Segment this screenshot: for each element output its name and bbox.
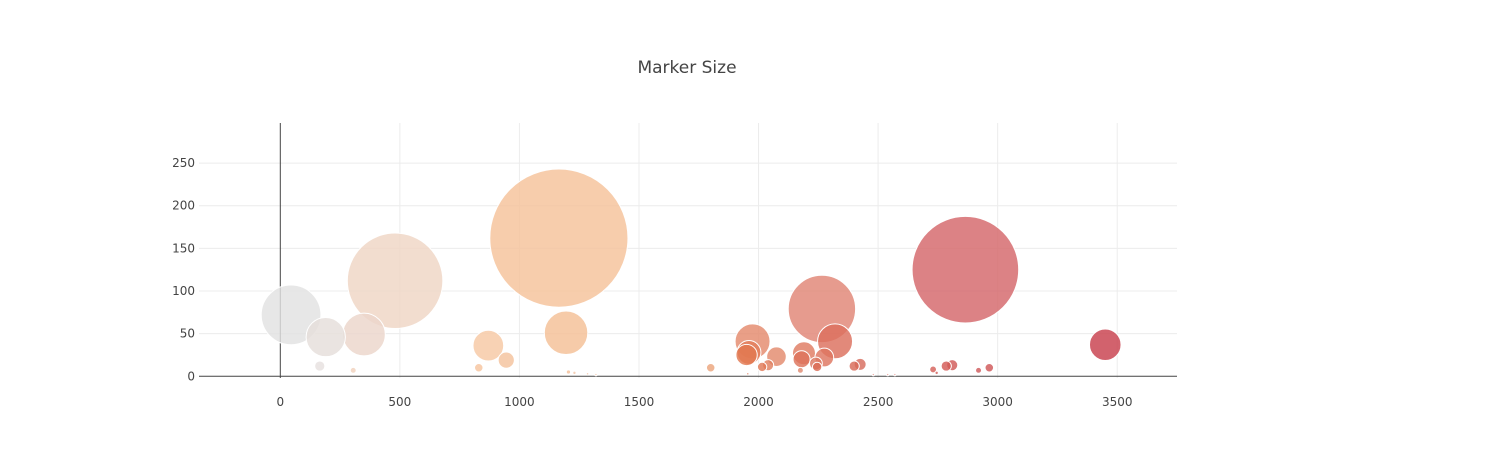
bubble-point[interactable]	[975, 366, 983, 374]
bubble-point[interactable]	[792, 350, 811, 369]
y-tick-label: 200	[172, 199, 195, 213]
bubble-point[interactable]	[893, 372, 897, 377]
bubble-point[interactable]	[911, 215, 1020, 324]
bubble-point[interactable]	[349, 366, 357, 374]
x-tick-label: 2000	[743, 395, 774, 409]
bubble-point[interactable]	[735, 343, 758, 367]
bubble-point[interactable]	[565, 369, 572, 375]
y-tick-label: 250	[172, 156, 195, 170]
bubble-layer	[260, 168, 1122, 377]
y-tick-label: 0	[187, 369, 195, 383]
tick-labels: 0 500 1000 1500 2000 2500 3000 3500 0 50 100 150 200…	[172, 156, 1132, 409]
x-tick-label: 0	[276, 395, 284, 409]
bubble-point[interactable]	[929, 365, 938, 374]
bubble-point[interactable]	[594, 372, 598, 377]
bubble-point[interactable]	[260, 284, 322, 346]
x-tick-label: 3000	[982, 395, 1013, 409]
y-tick-label: 100	[172, 284, 195, 298]
bubble-point[interactable]	[885, 372, 890, 377]
x-tick-label: 3500	[1102, 395, 1133, 409]
bubble-point[interactable]	[474, 363, 484, 373]
bubble-point[interactable]	[585, 371, 590, 376]
bubble-point[interactable]	[934, 370, 939, 376]
bubble-point[interactable]	[497, 351, 515, 369]
bubble-point[interactable]	[305, 316, 346, 358]
bubble-point[interactable]	[940, 360, 952, 372]
bubble-point[interactable]	[472, 329, 505, 362]
x-tick-label: 500	[388, 395, 411, 409]
bubble-point[interactable]	[871, 372, 876, 377]
x-tick-label: 2500	[863, 395, 894, 409]
bubble-point[interactable]	[746, 371, 750, 376]
x-tick-label: 1500	[624, 395, 655, 409]
bubble-point[interactable]	[342, 312, 386, 357]
bubble-point[interactable]	[811, 361, 823, 373]
bubble-point[interactable]	[314, 360, 326, 372]
x-tick-label: 1000	[504, 395, 535, 409]
bubble-point[interactable]	[848, 360, 860, 372]
bubble-point[interactable]	[489, 168, 629, 308]
bubble-point[interactable]	[1088, 328, 1122, 362]
bubble-point[interactable]	[756, 361, 768, 373]
bubble-point[interactable]	[796, 366, 804, 374]
y-tick-label: 50	[180, 327, 195, 341]
bubble-point[interactable]	[572, 370, 577, 376]
chart-title: Marker Size	[637, 58, 736, 78]
bubble-point[interactable]	[705, 363, 716, 373]
bubble-point[interactable]	[346, 232, 444, 330]
bubble-point[interactable]	[984, 363, 995, 373]
y-tick-label: 150	[172, 241, 195, 255]
bubble-point[interactable]	[543, 310, 589, 356]
